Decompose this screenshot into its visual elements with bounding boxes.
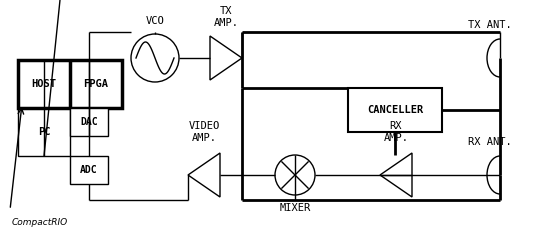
Text: RX ANT.: RX ANT. bbox=[468, 137, 512, 147]
Text: TX
AMP.: TX AMP. bbox=[213, 6, 238, 28]
Text: RX
AMP.: RX AMP. bbox=[384, 121, 409, 143]
Bar bbox=[18, 108, 70, 156]
Bar bbox=[70, 156, 108, 184]
Text: CompactRIO: CompactRIO bbox=[12, 218, 68, 227]
Text: PC: PC bbox=[38, 127, 50, 137]
Text: HOST: HOST bbox=[31, 79, 57, 89]
Bar bbox=[348, 88, 442, 132]
Text: DAC: DAC bbox=[80, 117, 98, 127]
Text: CANCELLER: CANCELLER bbox=[367, 105, 423, 115]
Text: VCO: VCO bbox=[146, 16, 164, 26]
Text: FPGA: FPGA bbox=[84, 79, 108, 89]
Text: TX ANT.: TX ANT. bbox=[468, 20, 512, 30]
Text: MIXER: MIXER bbox=[279, 203, 310, 213]
Text: ADC: ADC bbox=[80, 165, 98, 175]
Bar bbox=[70, 108, 108, 136]
Text: VIDEO
AMP.: VIDEO AMP. bbox=[188, 121, 219, 143]
Bar bbox=[18, 60, 122, 108]
